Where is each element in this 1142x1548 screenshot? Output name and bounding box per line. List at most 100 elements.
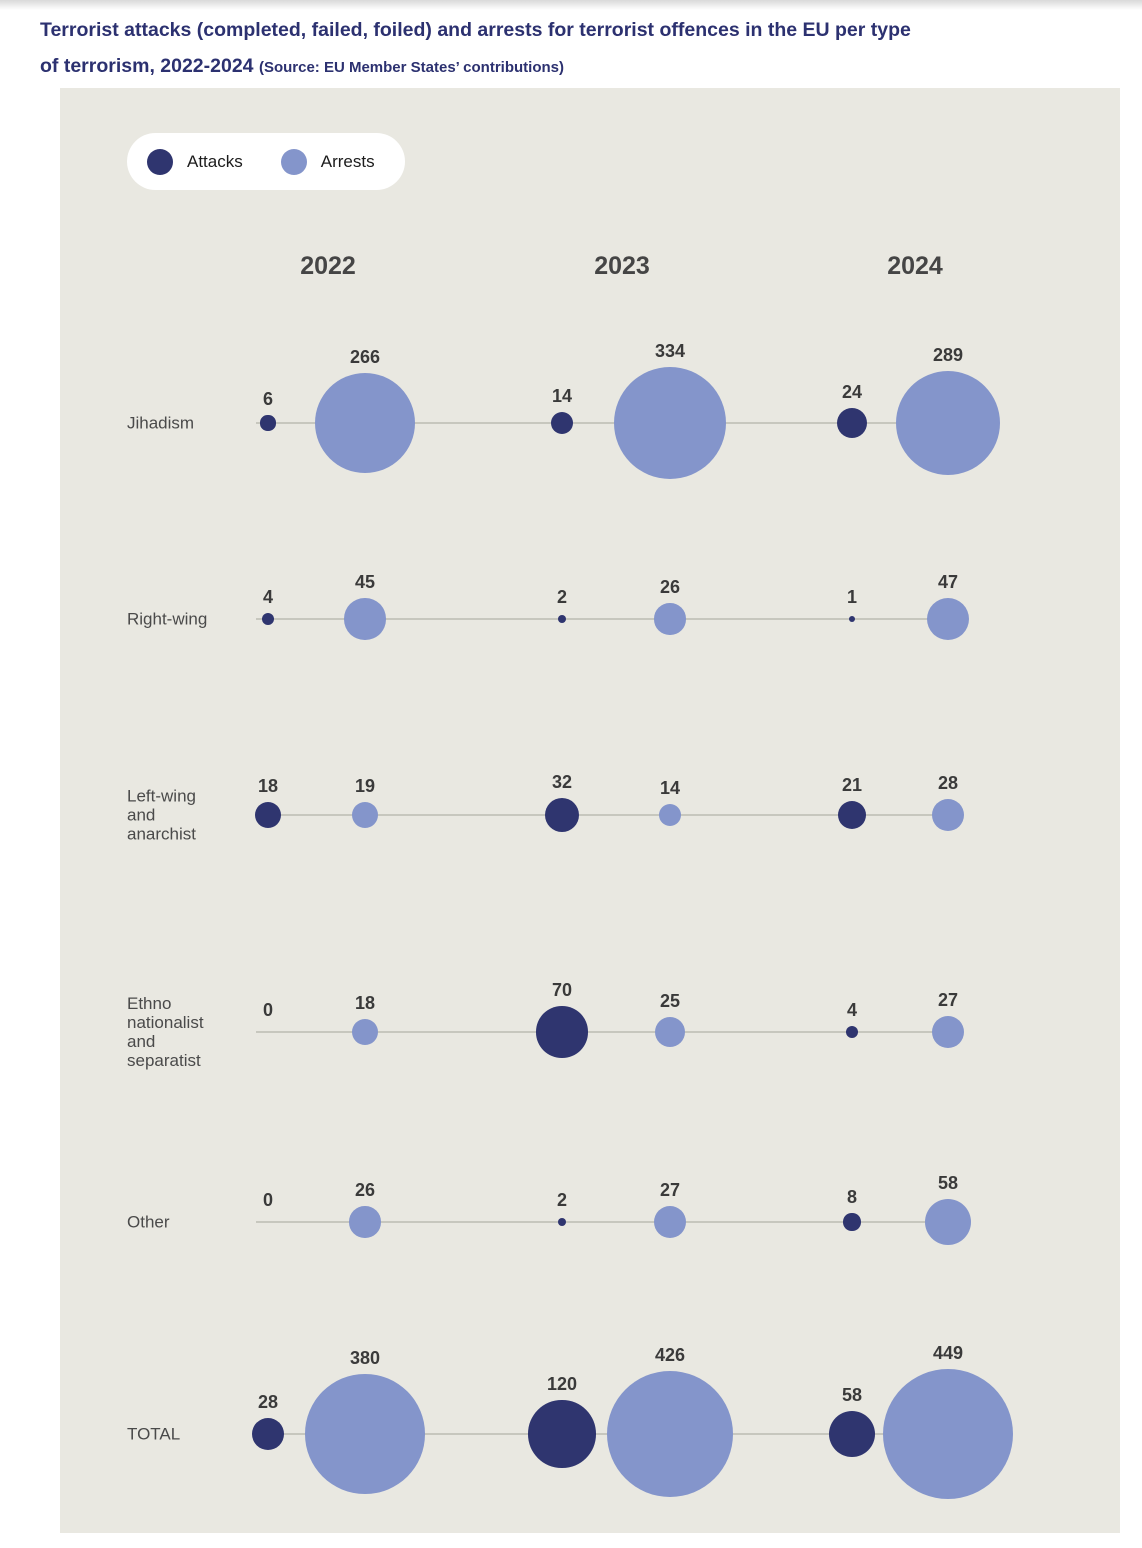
category-label: Left-wing and anarchist <box>127 787 196 844</box>
arrests-value-label: 28 <box>937 772 959 793</box>
row-line-6 <box>256 1433 950 1435</box>
arrests-value-label: 334 <box>654 340 686 361</box>
chart-title-line1: Terrorist attacks (completed, failed, fo… <box>40 19 911 41</box>
arrests-bubble <box>654 603 686 635</box>
attacks-value-label: 120 <box>546 1374 578 1395</box>
attacks-bubble <box>261 612 275 626</box>
attacks-value-label: 8 <box>846 1187 858 1208</box>
category-label: Right-wing <box>127 610 207 629</box>
attacks-value-label: 58 <box>841 1384 863 1405</box>
attacks-value-label: 24 <box>841 381 863 402</box>
arrests-value-label: 26 <box>659 577 681 598</box>
arrests-bubble <box>658 803 682 827</box>
row-line-2 <box>256 618 950 620</box>
attacks-value-label: 2 <box>556 1190 568 1210</box>
row-line-5 <box>256 1221 950 1223</box>
arrests-bubble <box>349 1206 381 1238</box>
chart-panel: Attacks Arrests 2022 2023 2024 Jihadism 6 266… <box>60 88 1120 1533</box>
attacks-value-label: 0 <box>262 1190 274 1210</box>
attacks-bubble <box>836 407 868 439</box>
category-label-line: Jihadism <box>127 413 195 433</box>
attacks-value-label: 32 <box>551 771 573 792</box>
arrests-bubble <box>882 1368 1014 1500</box>
arrests-value-label: 19 <box>354 775 376 796</box>
category-label: Other <box>127 1213 170 1232</box>
attacks-bubble <box>837 800 867 830</box>
arrests-bubble <box>931 798 965 832</box>
attacks-value-label: 18 <box>257 775 279 796</box>
arrests-bubble <box>305 1374 425 1494</box>
arrests-bubble <box>606 1370 734 1498</box>
row-line-1 <box>256 422 950 424</box>
arrests-bubble <box>613 366 727 480</box>
arrests-value-label: 27 <box>659 1180 681 1201</box>
attacks-bubble <box>544 797 580 833</box>
attacks-bubble <box>251 1417 285 1451</box>
arrests-value-label: 25 <box>659 990 681 1011</box>
attacks-bubble <box>528 1400 596 1468</box>
arrests-legend-dot-icon <box>280 148 307 175</box>
arrests-bubble <box>924 1198 972 1246</box>
arrests-bubble <box>654 1016 686 1048</box>
category-label: Ethno nationalist and separatist <box>127 994 204 1070</box>
attacks-value-label: 6 <box>262 389 274 410</box>
arrests-value-label: 27 <box>937 990 959 1011</box>
attacks-bubble <box>536 1006 588 1058</box>
chart-title-source: (Source: EU Member States’ contributions… <box>258 59 564 76</box>
category-label-line: Other <box>127 1212 170 1232</box>
attacks-bubble <box>828 1410 876 1458</box>
attacks-value-label: 28 <box>257 1391 279 1412</box>
attacks-value-label: 21 <box>841 774 863 795</box>
year-header-2023: 2023 <box>594 252 650 280</box>
category-label-line: anarchist <box>127 824 196 844</box>
attacks-value-label: 14 <box>551 385 573 406</box>
category-label-line: nationalist <box>127 1013 204 1032</box>
attacks-bubble <box>848 615 856 623</box>
row-line-4 <box>256 1031 950 1033</box>
category-label-line: separatist <box>127 1051 201 1070</box>
arrests-bubble <box>895 370 1001 476</box>
attacks-bubble <box>260 415 276 431</box>
category-label-line: and <box>127 805 156 825</box>
category-label: Jihadism <box>127 414 194 433</box>
arrests-value-label: 14 <box>659 777 681 798</box>
row-line-3 <box>256 814 950 816</box>
category-label-line: and <box>127 1032 156 1051</box>
attacks-value-label: 2 <box>556 587 568 607</box>
arrests-value-label: 266 <box>349 346 381 367</box>
arrests-bubble <box>351 1018 379 1046</box>
arrests-value-label: 47 <box>937 571 959 592</box>
arrests-value-label: 26 <box>354 1180 376 1201</box>
arrests-bubble <box>926 597 970 641</box>
attacks-bubble <box>254 801 282 829</box>
attacks-bubble <box>557 614 567 624</box>
arrests-value-label: 449 <box>932 1342 964 1363</box>
arrests-value-label: 18 <box>354 992 376 1013</box>
attacks-bubble <box>843 1213 861 1231</box>
legend-item-arrests: Arrests <box>280 148 375 175</box>
category-label-line: TOTAL <box>127 1424 181 1444</box>
arrests-value-label: 426 <box>654 1344 686 1365</box>
arrests-bubble <box>654 1206 686 1238</box>
attacks-value-label: 0 <box>262 1000 274 1020</box>
year-header-2022: 2022 <box>300 252 356 280</box>
category-label-line: Ethno <box>127 994 172 1013</box>
arrests-value-label: 289 <box>932 344 964 365</box>
attacks-legend-label: Attacks <box>187 151 243 171</box>
attacks-value-label: 4 <box>262 586 274 607</box>
arrests-value-label: 380 <box>349 1348 381 1369</box>
page-top-fade <box>0 0 1142 10</box>
attacks-bubble <box>557 1217 567 1227</box>
arrests-bubble <box>314 372 416 474</box>
category-label-line: Left-wing <box>127 786 196 806</box>
attacks-value-label: 70 <box>551 980 573 1001</box>
year-header-2024: 2024 <box>887 252 943 280</box>
category-label-line: Right-wing <box>127 609 208 629</box>
attacks-bubble <box>550 411 574 435</box>
legend: Attacks Arrests <box>127 133 405 190</box>
legend-item-attacks: Attacks <box>147 148 243 175</box>
arrests-value-label: 45 <box>354 572 376 593</box>
attacks-value-label: 1 <box>846 587 858 607</box>
arrests-bubble <box>344 598 386 640</box>
arrests-bubble <box>932 1016 964 1048</box>
